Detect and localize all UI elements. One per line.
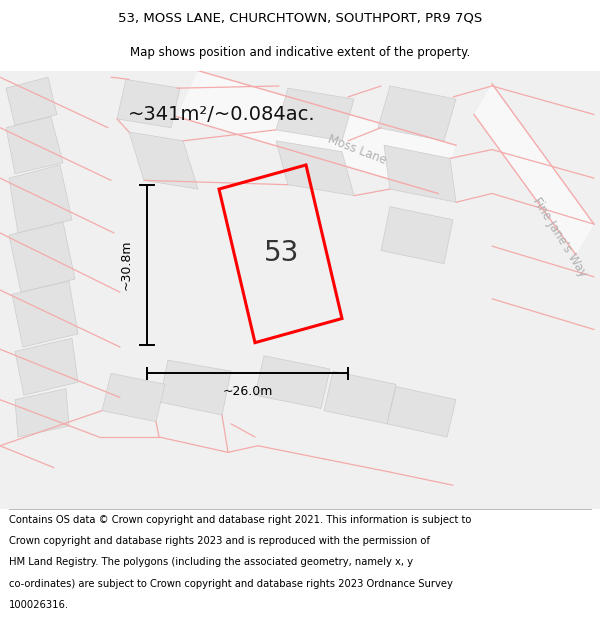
Text: Crown copyright and database rights 2023 and is reproduced with the permission o: Crown copyright and database rights 2023… — [9, 536, 430, 546]
Text: Fine Jane's Way: Fine Jane's Way — [530, 195, 589, 279]
Polygon shape — [129, 132, 198, 189]
Polygon shape — [6, 117, 63, 174]
Polygon shape — [9, 222, 75, 292]
Text: ~30.8m: ~30.8m — [119, 239, 133, 290]
Polygon shape — [381, 207, 453, 264]
Polygon shape — [378, 86, 456, 141]
Polygon shape — [474, 84, 594, 255]
Polygon shape — [102, 373, 165, 422]
Text: ~26.0m: ~26.0m — [223, 385, 273, 398]
Polygon shape — [117, 79, 180, 128]
Polygon shape — [15, 389, 69, 437]
Polygon shape — [12, 281, 78, 347]
Text: Map shows position and indicative extent of the property.: Map shows position and indicative extent… — [130, 46, 470, 59]
Text: HM Land Registry. The polygons (including the associated geometry, namely x, y: HM Land Registry. The polygons (includin… — [9, 558, 413, 568]
Polygon shape — [177, 71, 456, 194]
Text: co-ordinates) are subject to Crown copyright and database rights 2023 Ordnance S: co-ordinates) are subject to Crown copyr… — [9, 579, 453, 589]
Polygon shape — [384, 145, 456, 202]
Text: ~341m²/~0.084ac.: ~341m²/~0.084ac. — [128, 105, 316, 124]
Text: 100026316.: 100026316. — [9, 600, 69, 610]
Polygon shape — [324, 371, 396, 424]
Polygon shape — [276, 88, 354, 141]
Polygon shape — [9, 165, 72, 233]
Text: 53: 53 — [265, 239, 299, 267]
Polygon shape — [276, 141, 354, 196]
Polygon shape — [15, 338, 78, 395]
Text: Moss Lane: Moss Lane — [326, 132, 388, 167]
Polygon shape — [255, 356, 330, 409]
Polygon shape — [6, 78, 57, 126]
Polygon shape — [387, 386, 456, 437]
Text: 53, MOSS LANE, CHURCHTOWN, SOUTHPORT, PR9 7QS: 53, MOSS LANE, CHURCHTOWN, SOUTHPORT, PR… — [118, 12, 482, 25]
Text: Contains OS data © Crown copyright and database right 2021. This information is : Contains OS data © Crown copyright and d… — [9, 515, 472, 525]
Polygon shape — [159, 360, 231, 415]
